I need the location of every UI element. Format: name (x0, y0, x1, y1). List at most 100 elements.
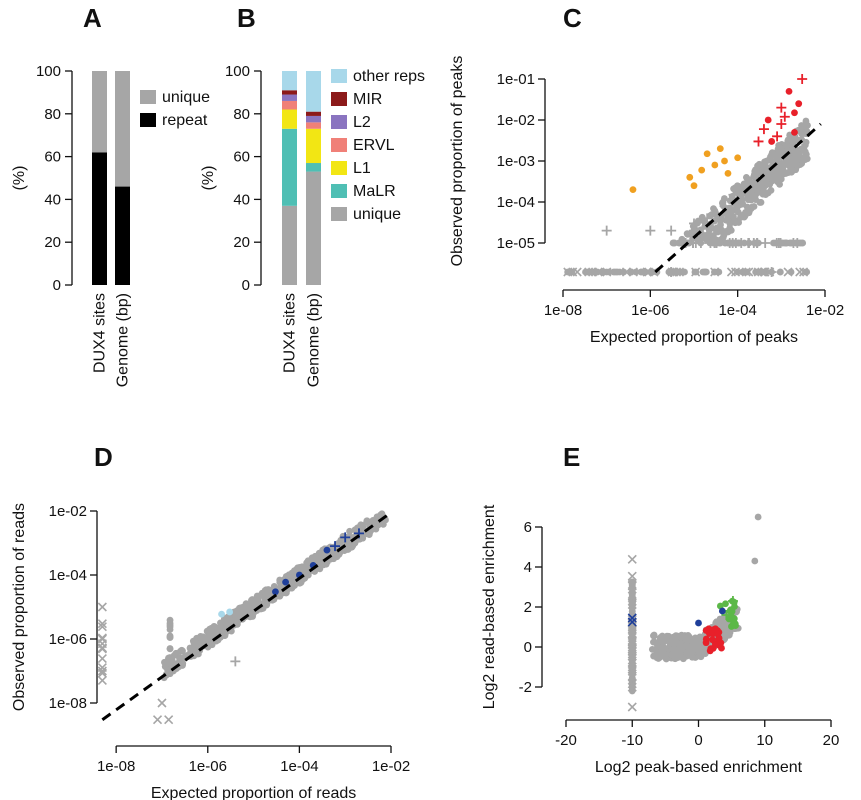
y-tick-label: 1e-05 (497, 235, 535, 252)
point (768, 187, 775, 194)
point-x (154, 716, 162, 724)
point (324, 547, 331, 554)
legend-label: other reps (353, 68, 425, 85)
point (190, 644, 197, 651)
point (748, 197, 755, 204)
y-tick-label: 100 (225, 63, 250, 80)
point (670, 646, 677, 653)
point (780, 171, 787, 178)
point (711, 162, 718, 169)
point (691, 182, 698, 189)
point-plus (776, 103, 786, 113)
point (803, 151, 810, 158)
point (786, 88, 793, 95)
y-tick-label: 100 (36, 63, 61, 80)
bar-segment (282, 101, 297, 110)
y-axis-label: (%) (11, 166, 28, 191)
bar-segment (306, 122, 321, 128)
y-tick-label: 6 (524, 519, 532, 536)
point (715, 635, 722, 642)
point (791, 109, 798, 116)
bar-segment (282, 71, 297, 90)
legend-swatch (331, 92, 347, 106)
point (351, 526, 358, 533)
y-tick-label: 20 (44, 234, 61, 251)
y-tick-label: -2 (519, 679, 532, 696)
bar-segment (306, 116, 321, 122)
point (734, 154, 741, 161)
point (698, 167, 705, 174)
point (190, 638, 197, 645)
x-tick-label: 20 (823, 732, 840, 749)
y-tick-label: 40 (44, 191, 61, 208)
point (774, 178, 781, 185)
legend-swatch (331, 115, 347, 129)
x-tick-label: 1e-04 (280, 758, 318, 775)
bar-segment (306, 163, 321, 172)
point (697, 634, 704, 641)
x-category-label: DUX4 sites (282, 293, 299, 373)
x-axis-label: Log2 peak-based enrichment (595, 759, 803, 776)
x-category-label: Genome (bp) (306, 293, 323, 387)
point (684, 649, 691, 656)
y-tick-label: 1e-04 (497, 194, 535, 211)
bar-segment (92, 152, 107, 285)
point (568, 269, 575, 276)
bar-segment (282, 90, 297, 94)
point (804, 122, 811, 129)
point (657, 637, 664, 644)
bar-segment (282, 129, 297, 206)
y-tick-label: 60 (44, 149, 61, 166)
y-tick-label: 4 (524, 559, 532, 576)
panel-b: 020406080100(%) DUX4 sites Genome (bp) ot… (200, 63, 425, 387)
x-tick-label: 1e-06 (631, 302, 669, 319)
point (730, 213, 737, 220)
point (751, 203, 758, 210)
point-plus (759, 124, 769, 134)
point (791, 129, 798, 136)
point (245, 602, 252, 609)
point (282, 579, 289, 586)
point (208, 625, 215, 632)
y-tick-label: 1e-03 (497, 153, 535, 170)
point-x (98, 676, 106, 684)
point-plus (797, 74, 807, 84)
point (586, 269, 593, 276)
point (700, 269, 707, 276)
point-x (628, 555, 636, 563)
point (721, 195, 728, 202)
point (785, 137, 792, 144)
x-axis-label: Expected proportion of peaks (590, 329, 798, 346)
point (660, 643, 667, 650)
y-tick-label: 2 (524, 599, 532, 616)
point (720, 234, 727, 241)
point (680, 655, 687, 662)
point (712, 210, 719, 217)
x-tick-label: 1e-08 (544, 302, 582, 319)
point (719, 608, 726, 615)
point (704, 150, 711, 157)
panel-b-legend: other repsMIRL2ERVLL1MaLRunique (331, 68, 425, 223)
point-plus (230, 656, 240, 666)
legend-label: L2 (353, 114, 371, 131)
legend-label: MIR (353, 91, 382, 108)
point-plus (774, 238, 784, 248)
point (663, 656, 670, 663)
point (703, 636, 710, 643)
legend-swatch (140, 113, 156, 127)
y-tick-label: 1e-02 (497, 112, 535, 129)
panel-e-points (628, 514, 761, 711)
bar-segment (282, 110, 297, 129)
point (286, 571, 293, 578)
point (651, 633, 658, 640)
point (744, 177, 751, 184)
point-x (158, 699, 166, 707)
y-axis-label: (%) (200, 166, 217, 191)
x-tick-label: 1e-02 (372, 758, 410, 775)
x-tick-label: -10 (621, 732, 643, 749)
point (345, 546, 352, 553)
point-x (98, 603, 106, 611)
panel-b-bars: DUX4 sites Genome (bp) (282, 71, 323, 387)
panel-c-points (564, 74, 821, 277)
